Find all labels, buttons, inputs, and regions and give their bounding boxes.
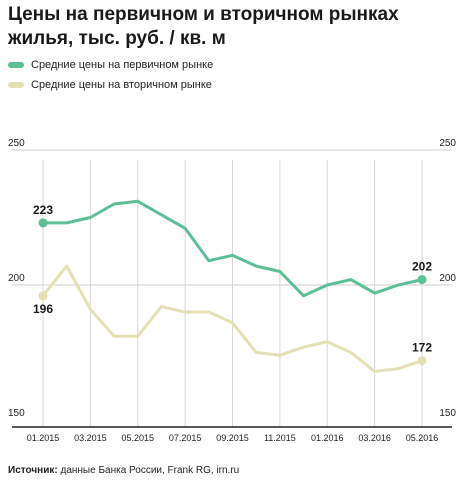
y-tick-label-left: 150 [8,408,25,419]
data-label: 202 [412,260,432,274]
series-line-primary [41,199,424,298]
y-tick-label-right: 150 [439,408,456,419]
source-note: Источник: данные Банка России, Frank RG,… [8,465,239,476]
x-tick-label: 03.2015 [74,433,107,443]
y-tick-label-left: 250 [8,138,25,149]
x-tick-label: 01.2016 [311,433,344,443]
x-tick-label: 05.2015 [121,433,154,443]
y-tick-label-left: 200 [8,273,25,284]
x-tick-label: 11.2015 [264,433,296,443]
y-tick-label-right: 200 [439,273,456,284]
x-tick-label: 07.2015 [169,433,202,443]
data-label: 196 [33,302,53,316]
legend-swatch-primary [8,62,24,68]
legend-item-primary: Средние цены на первичном рынке [8,56,213,74]
data-point [417,356,427,366]
line-chart: 250 250 200 200 150 150 01.2015 03.2015 05.2015 0… [8,138,456,443]
legend-swatch-secondary [8,82,24,88]
x-tick-label: 05.2016 [406,433,439,443]
data-point [38,218,48,228]
x-tick-label: 01.2015 [27,433,60,443]
y-tick-label-right: 250 [439,138,456,149]
data-point [38,291,48,301]
x-tick-label: 09.2015 [216,433,249,443]
x-tick-label: 03.2016 [358,433,391,443]
source-label: Источник: [8,465,58,476]
data-label: 172 [412,341,432,355]
legend-item-secondary: Средние цены на вторичном рынке [8,76,213,94]
data-label: 223 [33,203,53,217]
chart-title: Цены на первичном и вторичном рынках жил… [8,4,399,49]
legend: Средние цены на первичном рынке Средние … [8,56,213,96]
series-line-secondary [41,264,424,373]
source-text: данные Банка России, Frank RG, irn.ru [57,465,240,476]
data-point [417,275,427,285]
legend-label-secondary: Средние цены на вторичном рынке [31,79,212,91]
legend-label-primary: Средние цены на первичном рынке [31,59,214,71]
